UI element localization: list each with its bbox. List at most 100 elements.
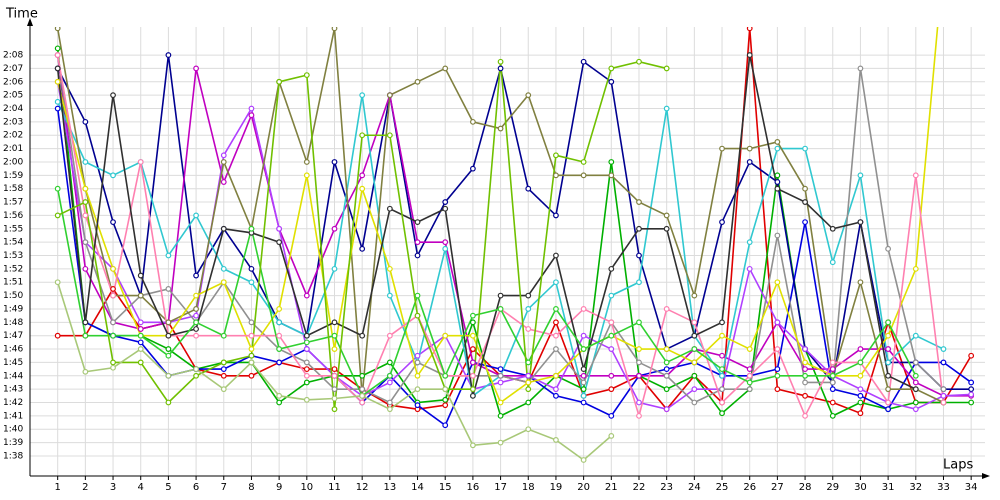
- point: [968, 391, 975, 398]
- y-tick-label: 1:44: [3, 371, 23, 381]
- x-tick-label: 31: [882, 482, 895, 493]
- point: [54, 105, 61, 112]
- point: [303, 332, 310, 339]
- point: [248, 359, 255, 366]
- point: [525, 372, 532, 379]
- point: [248, 332, 255, 339]
- point: [193, 332, 199, 339]
- x-tick-label: 27: [771, 482, 784, 493]
- point: [968, 399, 975, 406]
- point: [525, 386, 532, 393]
- y-tick-label: 1:48: [3, 318, 23, 328]
- point: [193, 319, 199, 326]
- point: [636, 346, 642, 352]
- y-tick-label: 1:57: [3, 198, 23, 208]
- point: [746, 366, 753, 372]
- point: [580, 346, 587, 352]
- point: [82, 319, 89, 326]
- point: [746, 239, 753, 246]
- point: [303, 72, 310, 79]
- point: [82, 212, 89, 219]
- x-tick-label: 11: [328, 482, 341, 493]
- y-tick-label: 1:40: [3, 425, 23, 435]
- point: [636, 412, 642, 419]
- point: [774, 139, 781, 145]
- point: [525, 399, 532, 406]
- point: [968, 386, 975, 393]
- point: [359, 392, 366, 399]
- x-axis-title: Laps: [943, 458, 973, 473]
- point: [414, 372, 421, 379]
- point: [469, 386, 476, 393]
- point: [497, 399, 504, 406]
- point: [525, 92, 532, 99]
- point: [220, 225, 227, 232]
- point: [276, 359, 283, 366]
- point: [691, 319, 698, 326]
- point: [137, 319, 144, 326]
- point: [386, 359, 393, 366]
- x-tick-label: 33: [937, 482, 950, 493]
- point: [359, 386, 366, 393]
- point: [691, 292, 698, 299]
- point: [636, 58, 642, 65]
- point: [442, 422, 449, 429]
- point: [580, 386, 587, 393]
- point: [746, 386, 753, 393]
- point: [193, 312, 199, 319]
- point: [857, 65, 864, 72]
- point: [54, 45, 61, 52]
- point: [248, 319, 255, 326]
- y-tick-label: 2:03: [3, 117, 23, 127]
- point: [746, 372, 753, 379]
- point: [359, 245, 366, 252]
- point: [165, 332, 172, 339]
- point: [968, 352, 975, 359]
- point: [110, 92, 116, 99]
- point: [165, 286, 172, 292]
- point: [608, 332, 615, 339]
- point: [442, 239, 449, 246]
- point: [553, 319, 559, 326]
- y-tick-label: 1:51: [3, 278, 23, 288]
- point: [580, 399, 587, 406]
- y-tick-label: 1:38: [3, 451, 23, 461]
- point: [137, 292, 144, 299]
- point: [580, 58, 587, 65]
- x-tick-label: 21: [605, 482, 618, 493]
- point: [802, 366, 808, 372]
- point: [885, 245, 892, 252]
- point: [885, 346, 892, 352]
- grid: 1:38 1:39 1:40 1:41 1:42 1:43 1:44 1:45 1:46 1:47…: [3, 27, 985, 493]
- point: [636, 199, 642, 205]
- point: [912, 372, 919, 379]
- point: [580, 457, 587, 463]
- point: [525, 359, 532, 366]
- y-tick-label: 1:55: [3, 224, 23, 234]
- y-tick-label: 2:05: [3, 91, 23, 101]
- point: [331, 265, 338, 272]
- point: [829, 399, 836, 406]
- point: [165, 352, 172, 359]
- point: [276, 78, 283, 85]
- point: [359, 372, 366, 379]
- point: [857, 399, 864, 406]
- point: [746, 265, 753, 272]
- y-tick-label: 2:01: [3, 144, 23, 154]
- point: [137, 332, 144, 339]
- point: [691, 372, 698, 379]
- point: [608, 78, 615, 85]
- point: [912, 379, 919, 386]
- point: [54, 185, 61, 192]
- point: [802, 359, 808, 366]
- x-tick-label: 34: [965, 482, 978, 493]
- point: [580, 372, 587, 379]
- x-tick-label: 26: [743, 482, 756, 493]
- series-line: [56, 54, 972, 390]
- x-tick-label: 2: [82, 482, 88, 493]
- point: [912, 406, 919, 413]
- series-line: [56, 54, 917, 397]
- point: [857, 410, 864, 417]
- point: [110, 172, 116, 179]
- point: [553, 386, 559, 393]
